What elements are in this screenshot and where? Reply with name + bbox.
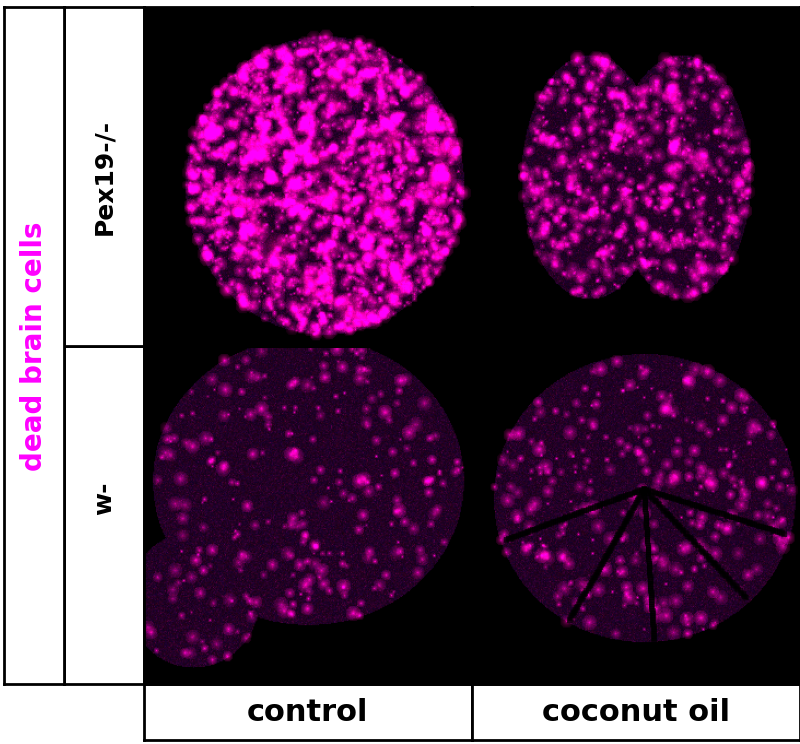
Text: Pex19-/-: Pex19-/- [92, 118, 116, 235]
Text: coconut oil: coconut oil [542, 698, 730, 727]
Text: dead brain cells: dead brain cells [20, 221, 48, 471]
Text: control: control [247, 698, 369, 727]
Text: w-: w- [92, 481, 116, 515]
